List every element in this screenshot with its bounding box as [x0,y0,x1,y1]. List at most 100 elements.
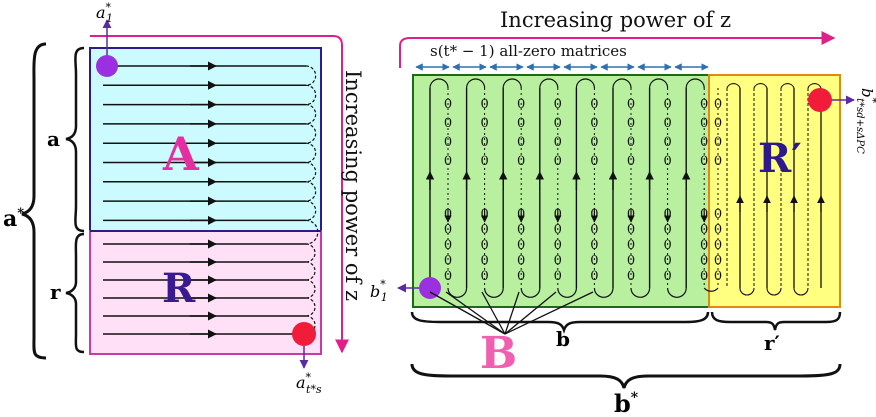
zero-entry: 0 [700,135,708,150]
zero-entry: 0 [627,135,635,150]
zero-entry: 0 [517,154,525,169]
zero-entry: 0 [444,238,452,253]
zero-entry: 0 [590,97,598,112]
zero-entry: 0 [627,223,635,238]
label-b: b [556,327,570,351]
brace-a [65,46,85,233]
zero-entry: 0 [444,154,452,169]
zero-entry: 0 [480,135,488,150]
zero-entry: 0 [517,238,525,253]
zero-entry: 0 [627,116,635,131]
B-pointers [429,291,594,335]
zero-entry: 0 [517,223,525,238]
zero-entry: 0 [480,207,488,222]
column-turn [726,83,741,89]
zero-entry: 0 [700,154,708,169]
column-turn [630,287,651,298]
label-a1: a* 1 [96,1,113,25]
zero-entry: 0 [700,116,708,131]
column-turn [575,78,595,89]
zero-entry: 0 [554,154,562,169]
label-b1: b* 1 [370,278,388,304]
column-turn [612,78,632,89]
zero-entry: 0 [480,97,488,112]
zero-entry: 0 [444,223,452,238]
row-turn [305,219,319,245]
row-turn [305,104,317,125]
column-turn [447,287,468,298]
column-turn [429,78,449,89]
column-turn [753,83,768,89]
zero-entry: 0 [480,238,488,253]
zero-entry: 0 [517,269,525,284]
label-r-prime: r′ [764,331,780,355]
zero-entry: 0 [444,135,452,150]
zero-entry: 0 [480,254,488,269]
row-turn [305,161,317,183]
zero-entry: 0 [663,223,671,238]
zero-entry: 0 [517,116,525,131]
start-dot-left [96,55,118,77]
column-turn [484,287,504,298]
zero-entry: 0 [554,238,562,253]
zero-entry: 0 [590,154,598,169]
right-panel: 0 0 0 0 0 0 0 0 0 0 0 0 0 0 0 0 0 0 0 0 0 0 0 0 0 0 0 0 0 0 0 0 0 0 0 0 0 0 0 0… [370,8,876,417]
brace-r [65,232,85,354]
column-turn [667,287,687,298]
zero-entry: 0 [627,154,635,169]
zero-entry: 0 [627,254,635,269]
power-arrow-right [399,31,836,68]
row-turn [305,142,317,164]
zero-entry: 0 [554,254,562,269]
zero-entry: 0 [444,254,452,269]
row-turn [305,181,317,202]
zero-entry: 0 [554,223,562,238]
zero-entry: 0 [700,97,708,112]
zero-entry: 0 [700,207,708,222]
brace-b-star [410,363,842,389]
zero-entry: 0 [627,97,635,112]
zero-entry: 0 [554,135,562,150]
zero-entry: 0 [714,223,722,238]
region-a [89,47,322,232]
zero-entry: 0 [444,97,452,112]
zero-entry: 0 [554,116,562,131]
zero-entry: 0 [480,223,488,238]
zero-entry: 0 [627,238,635,253]
zero-entry: 0 [554,269,562,284]
column-turn [649,78,669,89]
column-turn [466,78,486,89]
zero-entry: 0 [517,135,525,150]
zero-entry: 0 [517,254,525,269]
zero-entry: 0 [714,254,722,269]
zigzag-rows [103,61,319,339]
left-panel: Increasing power of z a* 1 a* t*s A R a r … [3,1,365,396]
zero-entry: 0 [480,154,488,169]
column-turn [780,83,795,89]
brace-r-prime [710,311,842,331]
zero-entry: 0 [663,135,671,150]
zero-entry: 0 [714,154,722,169]
zero-entry: 0 [700,254,708,269]
zero-entry: 0 [444,269,452,284]
zero-entry: 0 [480,116,488,131]
power-arrow-left [90,35,349,354]
zero-entry: 0 [627,207,635,222]
zero-matrices-label: s(t* − 1) all-zero matrices [430,42,627,60]
zero-entry: 0 [714,135,722,150]
zero-entry: 0 [663,116,671,131]
letter-R-prime: R′ [758,135,802,182]
zero-entry: 0 [444,207,452,222]
letter-B: B [480,328,517,379]
zero-entry: 0 [554,97,562,112]
power-label-left: Increasing power of z [341,70,365,301]
zero-entry: 0 [590,135,598,150]
column-turn [703,287,719,292]
region-b [412,74,710,308]
zero-entry: 0 [517,207,525,222]
zero-entry: 0 [663,207,671,222]
zero-entry: 0 [590,238,598,253]
brace-b [410,311,710,334]
start-dot-right [419,277,441,299]
